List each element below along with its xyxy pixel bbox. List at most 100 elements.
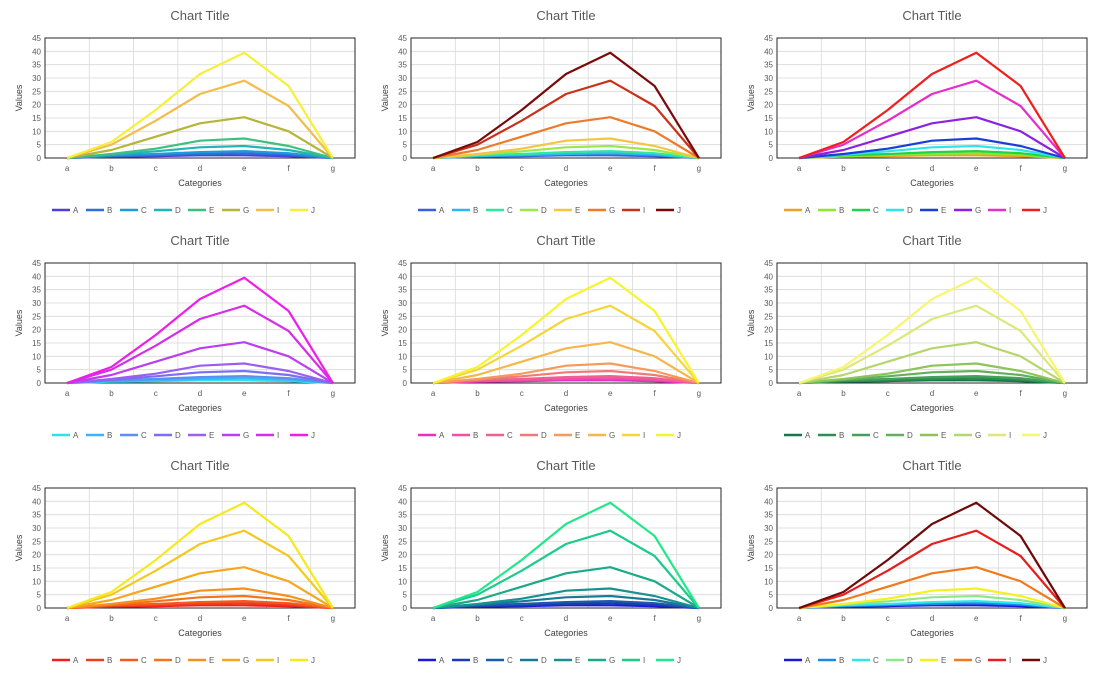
x-tick-label: g: [331, 164, 335, 173]
y-tick-label: 30: [764, 74, 773, 83]
legend-label: D: [541, 206, 547, 215]
plot-area-border: [776, 262, 1088, 384]
series-line-G: [66, 116, 334, 160]
y-tick-label: 45: [32, 34, 41, 43]
y-tick-label: 30: [764, 299, 773, 308]
y-tick-label: 35: [32, 61, 41, 70]
series-line-E: [433, 362, 700, 385]
x-tick-label: g: [697, 164, 701, 173]
line-chart: Chart Title 0 5 10 15 20 25 30 35 40 45 a b c d e f g Cate…: [746, 233, 1088, 440]
series-line-E: [799, 587, 1066, 610]
plot-area-border: [410, 262, 722, 384]
series-line-G: [432, 341, 700, 385]
y-tick-label: 45: [764, 259, 773, 268]
plot-area-border: [410, 487, 722, 609]
x-tick-label: d: [564, 614, 568, 623]
series-line-I: [66, 304, 334, 385]
y-tick-label: 20: [32, 326, 41, 335]
y-tick-label: 35: [398, 511, 407, 520]
x-tick-label: a: [431, 389, 436, 398]
chart-title: Chart Title: [902, 233, 961, 248]
x-tick-label: f: [1019, 614, 1022, 623]
legend-label: J: [311, 656, 315, 665]
x-tick-label: f: [653, 164, 656, 173]
series-line-I: [798, 529, 1066, 610]
x-tick-label: g: [1063, 614, 1067, 623]
legend-label: I: [643, 431, 645, 440]
series-line-E: [67, 137, 334, 160]
plot-area-border: [410, 37, 722, 159]
legend-label: G: [243, 656, 249, 665]
y-tick-label: 25: [398, 312, 407, 321]
line-chart: Chart Title 0 5 10 15 20 25 30 35 40 45 a b c d e f g Cate…: [14, 8, 356, 215]
y-tick-label: 10: [764, 577, 773, 586]
legend-label: I: [1009, 206, 1011, 215]
legend-label: C: [507, 656, 513, 665]
legend-label: G: [243, 206, 249, 215]
legend-label: I: [277, 431, 279, 440]
x-tick-label: c: [886, 614, 890, 623]
y-tick-label: 10: [398, 577, 407, 586]
legend-label: C: [507, 206, 513, 215]
plot-area-border: [776, 37, 1088, 159]
x-tick-label: d: [930, 164, 934, 173]
y-tick-label: 30: [398, 299, 407, 308]
legend-label: D: [541, 431, 547, 440]
y-tick-label: 0: [769, 604, 774, 613]
y-tick-label: 5: [769, 141, 774, 150]
line-chart: Chart Title 0 5 10 15 20 25 30 35 40 45 a b c d e f g Cate…: [14, 458, 356, 665]
legend-label: A: [73, 206, 79, 215]
chart-title: Chart Title: [536, 8, 595, 23]
chart-title: Chart Title: [536, 458, 595, 473]
y-tick-label: 15: [32, 564, 41, 573]
y-tick-label: 25: [764, 87, 773, 96]
y-tick-label: 0: [37, 154, 42, 163]
y-tick-label: 45: [398, 34, 407, 43]
legend-label: E: [575, 431, 580, 440]
chart-panel: Chart Title 0 5 10 15 20 25 30 35 40 45 a b c d e f g Cate…: [732, 450, 1098, 675]
series-line-G: [798, 341, 1066, 385]
y-tick-label: 15: [398, 114, 407, 123]
x-tick-label: e: [974, 614, 979, 623]
line-chart: Chart Title 0 5 10 15 20 25 30 35 40 45 a b c d e f g Cate…: [14, 233, 356, 440]
y-tick-label: 15: [764, 114, 773, 123]
y-tick-label: 0: [37, 379, 42, 388]
x-axis-label: Categories: [544, 628, 588, 638]
x-axis-label: Categories: [178, 628, 222, 638]
legend-label: J: [1043, 431, 1047, 440]
x-tick-label: a: [797, 389, 802, 398]
y-tick-label: 5: [37, 366, 42, 375]
legend-label: A: [805, 431, 811, 440]
legend-label: D: [907, 206, 913, 215]
legend-label: E: [209, 431, 214, 440]
y-tick-label: 30: [398, 74, 407, 83]
legend-label: D: [175, 656, 181, 665]
x-tick-label: d: [564, 164, 568, 173]
y-tick-label: 15: [764, 564, 773, 573]
x-tick-label: a: [431, 164, 436, 173]
y-tick-label: 20: [764, 101, 773, 110]
legend-label: E: [941, 206, 946, 215]
y-tick-label: 25: [32, 312, 41, 321]
x-tick-label: b: [841, 164, 846, 173]
chart-panel: Chart Title 0 5 10 15 20 25 30 35 40 45 a b c d e f g Cate…: [0, 0, 366, 225]
y-tick-label: 15: [32, 339, 41, 348]
x-tick-label: d: [198, 614, 202, 623]
y-tick-label: 35: [764, 511, 773, 520]
x-axis-label: Categories: [178, 403, 222, 413]
legend-label: C: [873, 431, 879, 440]
legend-label: J: [677, 656, 681, 665]
series-line-J: [66, 501, 334, 610]
x-tick-label: e: [974, 389, 979, 398]
y-tick-label: 25: [32, 537, 41, 546]
y-tick-label: 20: [398, 326, 407, 335]
legend-label: E: [209, 656, 214, 665]
y-axis-label: Values: [14, 84, 24, 111]
legend-label: D: [175, 206, 181, 215]
series-line-E: [799, 362, 1066, 385]
legend-label: J: [677, 431, 681, 440]
line-chart: Chart Title 0 5 10 15 20 25 30 35 40 45 a b c d e f g Cate…: [380, 233, 722, 440]
x-axis-label: Categories: [544, 178, 588, 188]
legend-label: A: [439, 206, 445, 215]
chart-title: Chart Title: [902, 458, 961, 473]
